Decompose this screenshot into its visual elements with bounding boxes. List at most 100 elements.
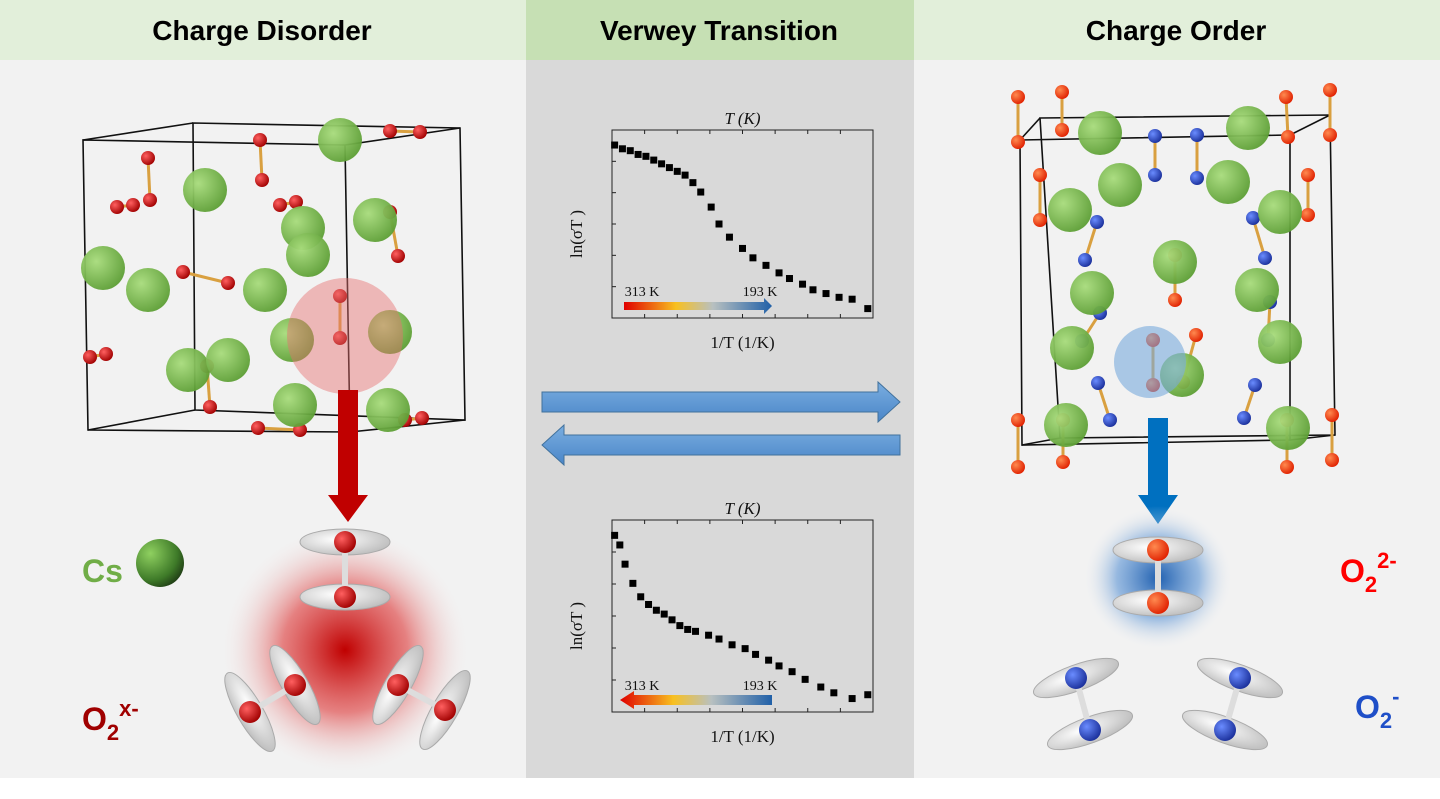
o-atom (1065, 667, 1087, 689)
o-atom (1214, 719, 1236, 741)
formula-sup: - (1392, 684, 1399, 709)
o-atom (1301, 208, 1315, 222)
o-atom (1325, 408, 1339, 422)
o-atom (126, 198, 140, 212)
bond (146, 157, 152, 201)
charts: T (K) 1/T (1/K) ln(σT ) 313 K 193 K T (K) 1/T … (567, 109, 874, 746)
o-atom (1248, 378, 1262, 392)
axis-y-label: ln(σT ) (567, 602, 586, 650)
data-point (725, 233, 733, 241)
o-atom (99, 347, 113, 361)
formula-sub: 2 (1365, 572, 1377, 597)
cell-edge (82, 122, 194, 141)
cs-atom (81, 246, 125, 290)
bond (257, 426, 301, 432)
cs-atom (368, 310, 412, 354)
cell-edge (87, 409, 196, 431)
colorbar (624, 298, 772, 314)
charge-glow (220, 525, 470, 775)
cell-edge (1019, 117, 1041, 141)
data-point (618, 145, 626, 153)
formula-sup: x- (119, 696, 139, 721)
o-atom (273, 198, 287, 212)
cs-atom (1070, 271, 1114, 315)
o-atom (333, 331, 347, 345)
data-point (650, 156, 658, 164)
colorbar-end: 193 K (743, 285, 778, 300)
data-point (611, 141, 619, 149)
data-point (788, 668, 796, 676)
panel-title: Charge Order (1086, 15, 1267, 46)
cs-atom (1153, 240, 1197, 284)
data-point (817, 683, 825, 691)
o-atom (1078, 253, 1092, 267)
cs-atom (243, 268, 287, 312)
colorbar (620, 691, 772, 709)
data-point (616, 541, 624, 549)
o-atom (415, 411, 429, 425)
o-atom (253, 133, 267, 147)
data-point (697, 188, 705, 196)
formula-sup: 2- (1377, 548, 1397, 573)
panel-bg (526, 0, 914, 778)
o-atom (1258, 251, 1272, 265)
o-atom (383, 124, 397, 138)
data-point (809, 286, 817, 294)
formula-base: O (82, 701, 107, 737)
o-atom (255, 173, 269, 187)
data-point (692, 627, 700, 635)
cs-sphere (136, 539, 184, 587)
o-atom (1011, 460, 1025, 474)
o-atom (1301, 168, 1315, 182)
data-point (634, 150, 642, 158)
cs-atom (273, 383, 317, 427)
o-atom (1090, 215, 1104, 229)
panel-title: Charge Disorder (152, 15, 371, 46)
colorbar-end: 193 K (743, 679, 778, 694)
axis-x-label: 1/T (1/K) (710, 333, 774, 352)
data-point (752, 650, 760, 658)
data-point (749, 254, 757, 262)
data-point (830, 689, 838, 697)
cs-atom (1258, 190, 1302, 234)
o-atom (203, 400, 217, 414)
o-atom (1055, 85, 1069, 99)
o-atom (1033, 168, 1047, 182)
o-atom (110, 200, 124, 214)
o-atom (334, 586, 356, 608)
data-point (765, 656, 773, 664)
cs-atom (1206, 160, 1250, 204)
data-point (658, 160, 666, 168)
data-point (848, 295, 856, 303)
data-point (673, 167, 681, 175)
data-point (864, 691, 872, 699)
data-point (668, 616, 676, 624)
o-atom (1033, 213, 1047, 227)
data-point (705, 631, 713, 639)
o-atom (1168, 293, 1182, 307)
down-arrow (328, 390, 368, 522)
colorbar-start: 313 K (625, 285, 660, 300)
data-point (629, 579, 637, 587)
data-point (775, 662, 783, 670)
o-atom (221, 276, 235, 290)
data-point (775, 269, 783, 277)
data-point (801, 675, 809, 683)
o-atom (1189, 328, 1203, 342)
o-atom (1190, 128, 1204, 142)
o2-peroxide-label: O22- (1340, 548, 1397, 597)
o-atom (1237, 411, 1251, 425)
data-point (689, 179, 697, 187)
data-point (848, 695, 856, 703)
o-atom (1147, 592, 1169, 614)
cs-atom (1258, 320, 1302, 364)
cs-atom (286, 233, 330, 277)
down-arrow (1138, 418, 1178, 524)
o-atom (1246, 211, 1260, 225)
o2-superoxide-label: O2- (1355, 684, 1399, 733)
o-atom (176, 265, 190, 279)
o-atom (333, 289, 347, 303)
data-point (715, 635, 723, 643)
data-point (681, 171, 689, 179)
